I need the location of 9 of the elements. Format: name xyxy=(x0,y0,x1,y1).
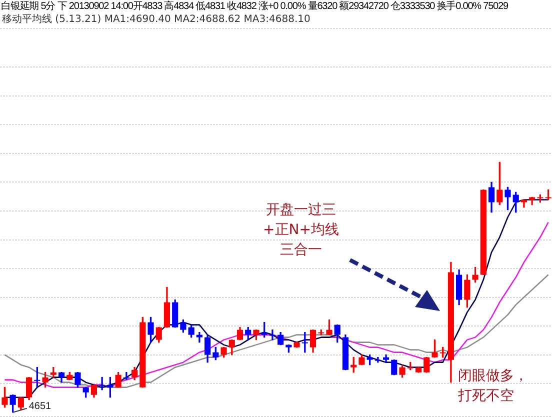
annotation: 4651 xyxy=(28,401,52,412)
chart-subtitle: 移动平均线 (5.13.21) MA1:4690.40 MA2:4688.62 MA3:4688.10 xyxy=(2,13,310,26)
annotation: 开盘一过三+正N+均线三合一 xyxy=(262,201,340,260)
candlestick xyxy=(269,329,276,340)
candlestick xyxy=(99,377,106,390)
chart-title: 白银延期 5分 下 20130902 14:00开4833 高4834 低4831 收4832 涨+0 0.00% 量6320 额29342720 仓3333530 换手0.00% 75029 xyxy=(1,0,508,13)
annotation: 闭眼做多，打死不空 xyxy=(458,367,529,406)
candlestick xyxy=(350,356,357,373)
candlestick xyxy=(196,332,202,343)
